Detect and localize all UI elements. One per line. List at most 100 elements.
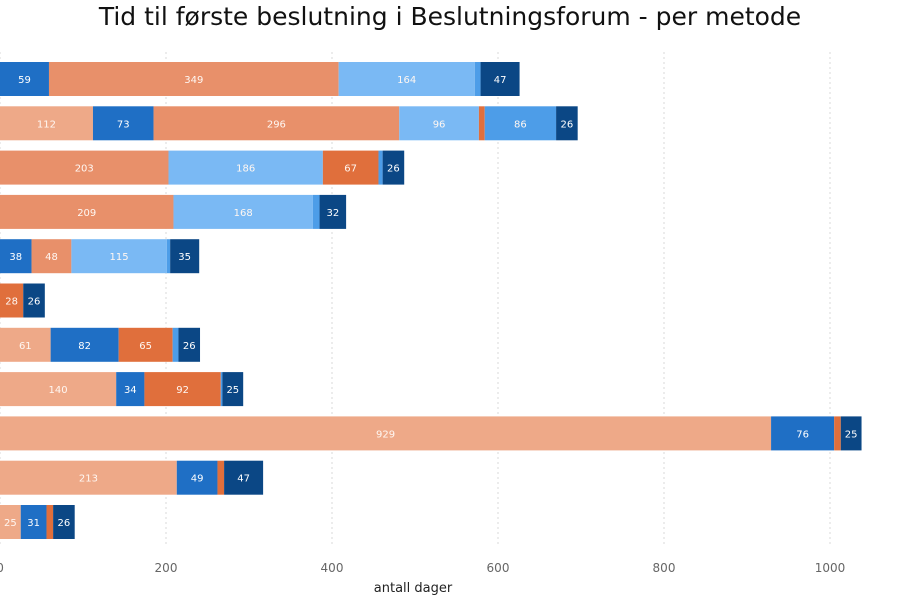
bar-segment (166, 239, 171, 274)
bar-segment (71, 239, 167, 274)
bar-segment (20, 505, 47, 539)
bar-segment (92, 106, 154, 141)
bar-segment (0, 150, 169, 185)
bar-segment (31, 239, 72, 274)
bar-segment (46, 505, 54, 539)
bar-data-label: 296 (267, 119, 286, 130)
bar-segment (0, 283, 24, 318)
bar-data-label: 96 (433, 119, 446, 130)
bar-segment (478, 106, 485, 141)
bar-data-label: 26 (387, 164, 400, 175)
bar-segment (48, 62, 339, 96)
bar-data-label: 38 (9, 252, 22, 263)
bar-data-label: 25 (845, 429, 858, 440)
bar-segment (771, 416, 835, 451)
bar-data-label: 26 (561, 119, 574, 130)
bar-segment (338, 62, 475, 96)
bar-segment (0, 460, 177, 495)
x-axis-title: antall dager (374, 581, 453, 596)
bar-segment (172, 327, 179, 362)
bar-segment (222, 372, 244, 407)
bar-data-label: 140 (49, 385, 68, 396)
bar-data-label: 186 (236, 164, 255, 175)
bar-data-label: 49 (191, 474, 204, 485)
bar-segment (224, 460, 264, 495)
bar-data-label: 26 (28, 297, 41, 308)
bar-segment (53, 505, 75, 539)
bar-segment (484, 106, 557, 141)
bar-data-label: 25 (226, 385, 239, 396)
bar-segment (217, 460, 225, 495)
bar-data-label: 25 (4, 518, 17, 529)
x-tick-label: 600 (487, 561, 510, 575)
bar-data-label: 73 (117, 119, 130, 130)
bar-segment (50, 327, 119, 362)
bar-data-label: 86 (514, 119, 527, 130)
bar-segment (840, 416, 862, 451)
bar-data-label: 82 (78, 341, 91, 352)
bars: 59 349 164 47 112 73 296 96 86 26 203 186 67 26 209 168… (0, 62, 862, 539)
bar-segment (0, 327, 51, 362)
bar-segment (0, 62, 49, 96)
bar-segment (0, 372, 117, 407)
bar-segment (0, 106, 93, 141)
bar-segment (319, 194, 347, 229)
bar-row: 38 48 115 35 (0, 239, 200, 274)
bar-data-label: 67 (344, 164, 357, 175)
bar-segment (0, 505, 21, 539)
bar-segment (173, 194, 313, 229)
bar-data-label: 112 (37, 119, 56, 130)
x-tick-label: 400 (321, 561, 344, 575)
bar-segment (176, 460, 218, 495)
bar-data-label: 168 (234, 208, 253, 219)
bar-segment (834, 416, 841, 451)
bar-data-label: 61 (19, 341, 32, 352)
bar-segment (220, 372, 223, 407)
bar-row: 213 49 47 (0, 460, 264, 495)
bar-data-label: 92 (176, 385, 189, 396)
bar-data-label: 26 (58, 518, 71, 529)
x-tick-label: 800 (653, 561, 676, 575)
bar-data-label: 76 (796, 429, 809, 440)
bar-data-label: 213 (79, 474, 98, 485)
bar-segment (178, 327, 201, 362)
bar-row: 59 349 164 47 (0, 62, 520, 96)
bar-segment (322, 150, 379, 185)
bar-segment (118, 327, 173, 362)
bar-segment (116, 372, 145, 407)
bar-data-label: 28 (5, 297, 18, 308)
bar-segment (556, 106, 578, 141)
bar-segment (399, 106, 479, 141)
bar-data-label: 47 (494, 75, 507, 86)
bar-data-label: 349 (184, 75, 203, 86)
bar-segment (144, 372, 221, 407)
bar-segment (168, 150, 323, 185)
bar-segment (474, 62, 481, 96)
bar-row: 61 82 65 26 (0, 327, 201, 362)
bar-data-label: 164 (397, 75, 416, 86)
bar-segment (23, 283, 45, 318)
bar-segment (0, 239, 32, 274)
bar-data-label: 48 (45, 252, 58, 263)
x-tick-label: 200 (155, 561, 178, 575)
bar-data-label: 203 (75, 164, 94, 175)
bar-data-label: 929 (376, 429, 395, 440)
bar-data-label: 47 (237, 474, 250, 485)
chart-title: Tid til første beslutning i Beslutningsf… (98, 2, 802, 31)
bar-data-label: 115 (110, 252, 129, 263)
bar-row: 203 186 67 26 (0, 150, 405, 185)
bar-segment (153, 106, 400, 141)
bar-data-label: 35 (178, 252, 191, 263)
bar-segment (480, 62, 520, 96)
bar-segment (312, 194, 320, 229)
bar-data-label: 65 (139, 341, 152, 352)
x-axis: 0 200 400 600 800 1000 (0, 561, 845, 575)
bar-row: 209 168 32 (0, 194, 347, 229)
bar-row: 25 31 26 (0, 505, 75, 539)
bar-data-label: 32 (326, 208, 339, 219)
bar-row: 140 34 92 25 (0, 372, 244, 407)
bar-segment (378, 150, 383, 185)
bar-row: 112 73 296 96 86 26 (0, 106, 578, 141)
bar-segment (0, 194, 174, 229)
